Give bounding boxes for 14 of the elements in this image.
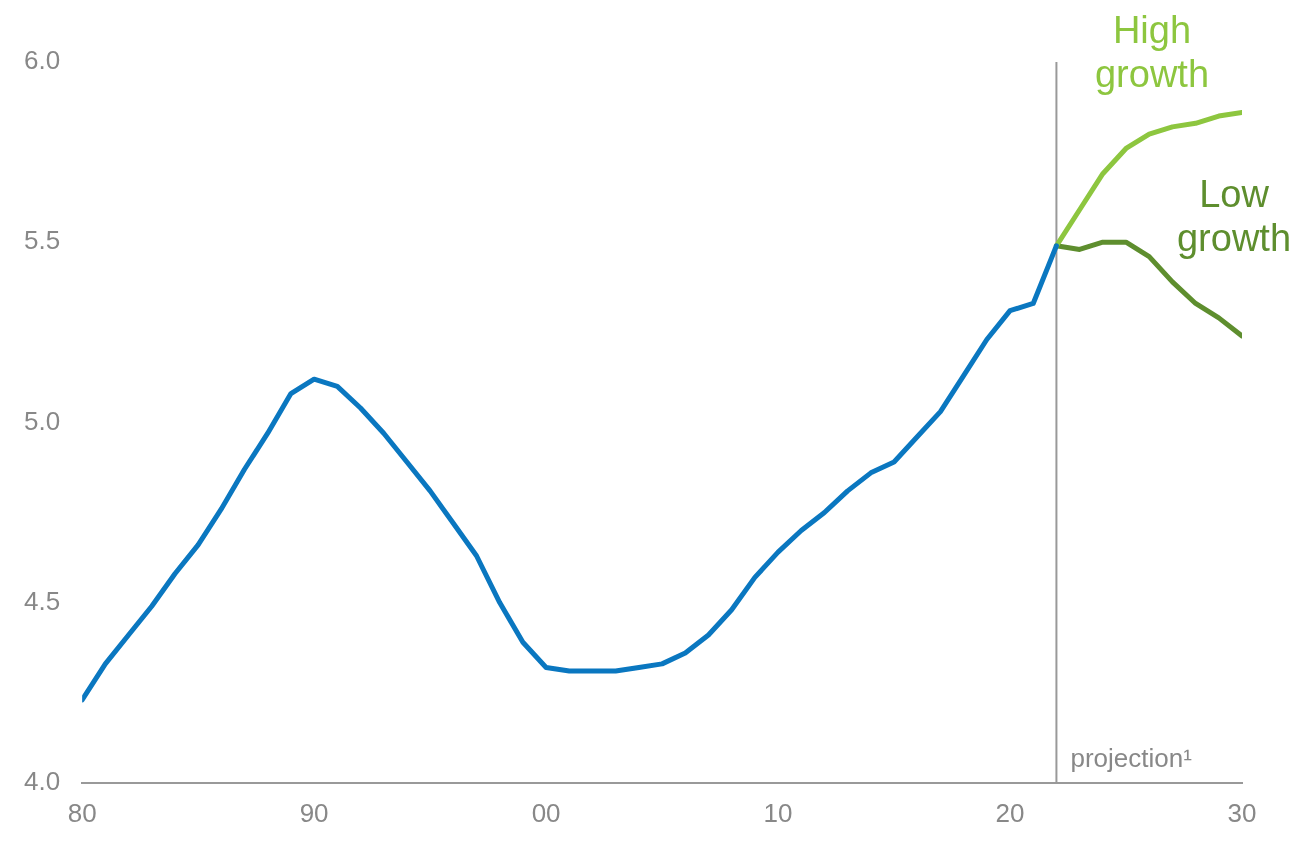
y-tick-label: 5.0 [23,405,61,436]
y-tick-label: 4.0 [23,765,61,796]
x-tick-label: 10 [763,797,793,828]
x-tick-label: 00 [531,797,561,828]
y-tick-label: 4.5 [23,585,61,616]
y-tick-label: 6.0 [23,45,61,76]
x-tick-label: 20 [995,797,1025,828]
x-tick-label: 90 [299,797,329,828]
x-tick-label: 30 [1227,797,1257,828]
ref-line-label: projection¹ [1070,742,1193,773]
y-tick-label: 5.5 [23,225,61,256]
series-label: Low growth [1176,172,1292,259]
x-tick-label: 80 [67,797,97,828]
series-label: High growth [1094,9,1210,96]
